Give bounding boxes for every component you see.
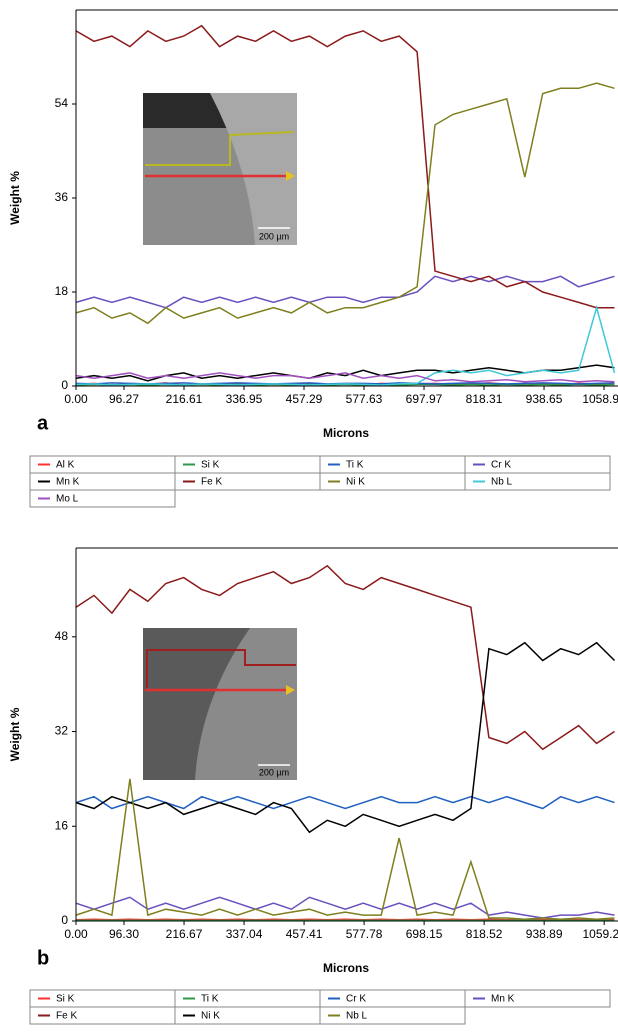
data-line <box>75 275 615 309</box>
legend-label: Si K <box>201 460 220 471</box>
legend-box <box>174 472 321 491</box>
legend-label: Nb L <box>346 1011 368 1022</box>
legend-label: Fe K <box>56 1011 77 1022</box>
x-tick-label: 818.31 <box>466 392 503 406</box>
x-axis-title: Microns <box>323 961 369 975</box>
y-axis-title: Weight % <box>8 707 22 761</box>
legend-label: Cr K <box>491 460 511 471</box>
y-tick-label: 54 <box>55 96 69 110</box>
x-tick-label: 577.63 <box>346 392 383 406</box>
legend-box <box>319 989 466 1008</box>
legend-label: Al K <box>56 460 75 471</box>
legend-label: Si K <box>56 994 75 1005</box>
legend-label: Ni K <box>346 477 365 488</box>
data-line <box>75 304 616 386</box>
legend-box <box>319 1006 466 1025</box>
x-tick-label: 1058.99 <box>582 392 618 406</box>
inset-image: 200 µm <box>143 628 297 780</box>
legend-label: Mo L <box>56 494 79 505</box>
panel-label: b <box>37 947 49 969</box>
y-tick-label: 32 <box>55 724 69 738</box>
y-tick-label: 18 <box>55 284 69 298</box>
data-line <box>75 82 615 325</box>
legend-box <box>464 455 611 474</box>
x-tick-label: 337.04 <box>226 927 263 941</box>
x-tick-label: 1059.26 <box>582 927 618 941</box>
legend-label: Ti K <box>201 994 219 1005</box>
x-tick-label: 698.15 <box>406 927 443 941</box>
x-axis-title: Microns <box>323 426 369 440</box>
legend-box <box>29 489 176 508</box>
legend-box <box>29 455 176 474</box>
x-tick-label: 0.00 <box>64 392 88 406</box>
y-axis-title: Weight % <box>8 171 22 225</box>
legend-box <box>464 472 611 491</box>
data-line <box>75 896 615 919</box>
legend-label: Mn K <box>56 477 80 488</box>
y-tick-label: 0 <box>61 913 68 927</box>
data-line <box>75 564 615 751</box>
legend-box <box>319 455 466 474</box>
inset-scale-label: 200 µm <box>259 231 289 241</box>
x-tick-label: 577.78 <box>346 927 383 941</box>
x-tick-label: 457.29 <box>286 392 323 406</box>
y-tick-label: 16 <box>55 818 69 832</box>
legend-box <box>174 989 321 1008</box>
y-tick-label: 36 <box>55 190 69 204</box>
legend-label: Nb L <box>491 477 513 488</box>
inset-scale-label: 200 µm <box>259 767 289 777</box>
x-tick-label: 0.00 <box>64 927 88 941</box>
inset-image: 200 µm <box>143 93 297 245</box>
legend-label: Cr K <box>346 994 366 1005</box>
x-tick-label: 938.89 <box>526 927 563 941</box>
x-tick-label: 938.65 <box>526 392 563 406</box>
x-tick-label: 818.52 <box>466 927 503 941</box>
x-tick-label: 216.61 <box>166 392 203 406</box>
data-line <box>75 641 616 834</box>
legend-box <box>174 455 321 474</box>
legend-label: Ni K <box>201 1011 220 1022</box>
legend-label: Mn K <box>491 994 515 1005</box>
legend-label: Fe K <box>201 477 222 488</box>
data-line <box>75 24 615 309</box>
y-tick-label: 0 <box>61 378 68 392</box>
data-line <box>75 795 615 810</box>
y-tick-label: 48 <box>55 629 69 643</box>
x-tick-label: 96.27 <box>109 392 139 406</box>
x-tick-label: 216.67 <box>166 927 203 941</box>
legend-label: Ti K <box>346 460 364 471</box>
legend-box <box>319 472 466 491</box>
data-line <box>75 372 615 383</box>
x-tick-label: 457.41 <box>286 927 323 941</box>
legend-box <box>464 989 611 1008</box>
legend-box <box>29 472 176 491</box>
data-line <box>75 778 615 920</box>
legend-box <box>29 1006 176 1025</box>
x-tick-label: 336.95 <box>226 392 263 406</box>
x-tick-label: 96.30 <box>109 927 139 941</box>
legend-box <box>174 1006 321 1025</box>
panel-label: a <box>37 412 49 434</box>
x-tick-label: 697.97 <box>406 392 443 406</box>
legend-box <box>29 989 176 1008</box>
